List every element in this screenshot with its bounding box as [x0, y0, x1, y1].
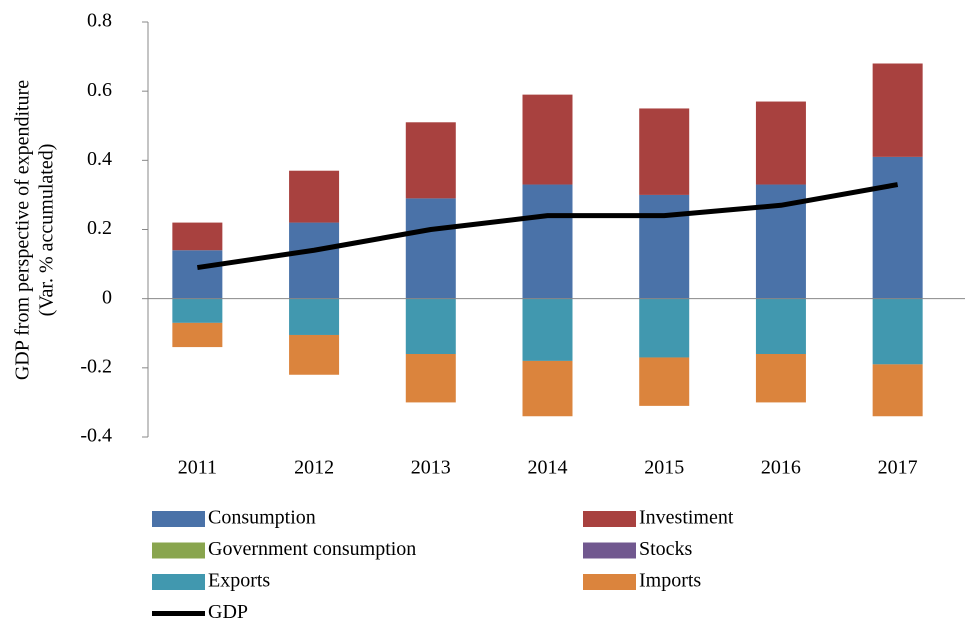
- bar: [405, 298, 456, 354]
- legend-label: Exports: [208, 570, 270, 592]
- bar: [405, 122, 456, 199]
- legend-swatch: [152, 542, 205, 559]
- x-tick-label: 2016: [761, 457, 801, 479]
- bar: [639, 298, 690, 358]
- y-axis-label-line: GDP from perspective of expenditure: [12, 80, 34, 380]
- x-tick-label: 2012: [294, 457, 334, 479]
- bar: [872, 63, 923, 157]
- bar: [639, 194, 690, 299]
- y-tick-label: 0.6: [87, 79, 112, 101]
- bar: [755, 298, 806, 354]
- bar: [289, 170, 340, 223]
- legend-swatch: [152, 574, 205, 590]
- bar: [755, 101, 806, 185]
- bar: [872, 298, 923, 365]
- bar: [172, 250, 223, 299]
- bar: [289, 334, 340, 375]
- y-tick-label: 0.8: [87, 10, 112, 32]
- bar: [522, 94, 573, 185]
- y-tick-label: 0.4: [87, 148, 112, 170]
- y-axis-label: GDP from perspective of expenditure (Var…: [12, 80, 58, 380]
- bar: [522, 298, 573, 361]
- y-tick-label: 0: [102, 286, 112, 308]
- legend-label: Consumption: [208, 507, 316, 529]
- bar: [639, 108, 690, 195]
- bar: [872, 156, 923, 299]
- x-tick-label: 2011: [178, 457, 217, 479]
- bar: [172, 222, 223, 251]
- y-tick-label: 0.2: [87, 217, 112, 239]
- legend-label: Stocks: [639, 538, 693, 560]
- bar: [405, 198, 456, 299]
- legend-label: Investiment: [639, 507, 734, 529]
- bar: [755, 354, 806, 403]
- legend-swatch: [583, 542, 636, 559]
- bar: [172, 322, 223, 348]
- line-series: [196, 182, 899, 271]
- legend-label: Imports: [639, 570, 701, 592]
- legend-swatch: [583, 511, 636, 527]
- legend-swatch: [583, 574, 636, 590]
- legend-label: GDP: [208, 601, 248, 623]
- x-tick-label: 2017: [878, 457, 918, 479]
- y-tick-label: -0.2: [80, 355, 112, 377]
- x-tick-label: 2014: [528, 457, 568, 479]
- bar: [289, 222, 340, 299]
- bar: [639, 357, 690, 406]
- legend-swatch: [152, 511, 205, 527]
- bar: [522, 360, 573, 417]
- bar: [405, 354, 456, 403]
- bar: [872, 364, 923, 417]
- x-tick-label: 2013: [411, 457, 451, 479]
- x-tick-label: 2015: [644, 457, 684, 479]
- bar: [522, 184, 573, 299]
- y-tick-label: -0.4: [80, 425, 112, 447]
- bar: [172, 298, 223, 323]
- legend-label: Government consumption: [208, 538, 416, 560]
- y-axis-label-line: (Var. % accumulated): [36, 144, 58, 317]
- bar: [289, 298, 340, 335]
